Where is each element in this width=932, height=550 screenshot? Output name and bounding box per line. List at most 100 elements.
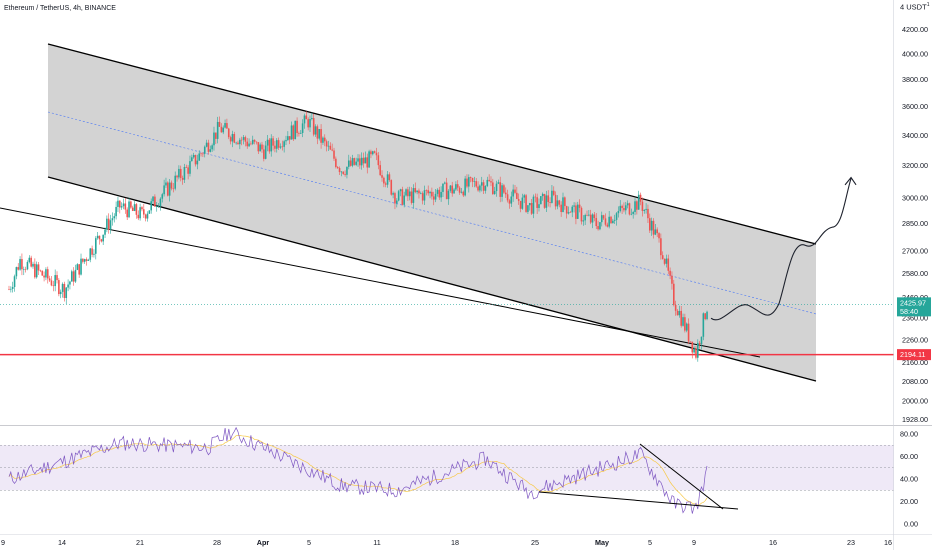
time-tick-label: 23 (847, 538, 855, 547)
candle-body (541, 193, 544, 197)
candle-body (335, 158, 337, 168)
candle-body (383, 177, 385, 184)
candle-body (312, 118, 315, 135)
candle-body (222, 127, 225, 133)
candle-body (695, 348, 697, 358)
candle-body (610, 216, 612, 224)
candle-body (534, 196, 537, 198)
candle-body (377, 155, 380, 166)
candle-body (599, 222, 601, 230)
candle-body (298, 133, 300, 134)
candle-body (445, 182, 448, 200)
candle-body (331, 149, 333, 151)
candle-body (414, 188, 417, 193)
candle-body (150, 201, 152, 211)
candle-body (61, 283, 64, 292)
candle-body (181, 177, 184, 180)
rsi-ma-line (8, 434, 708, 506)
candle-body (504, 192, 507, 195)
candle-body (624, 205, 627, 211)
candle-body (192, 154, 195, 158)
candle-body (157, 206, 160, 207)
candle-body (22, 269, 25, 270)
price-tick-label: 2260.00 (902, 335, 928, 344)
candle-body (83, 259, 86, 262)
candle-body (595, 218, 598, 227)
candle-body (458, 187, 461, 193)
candle-body (444, 182, 446, 184)
candle-body (314, 126, 317, 135)
candle-body (552, 190, 555, 195)
candle-body (54, 275, 56, 287)
candle-body (292, 125, 295, 140)
candle-body (669, 270, 671, 276)
candle-body (89, 248, 92, 260)
candle-body (359, 158, 361, 166)
candle-body (641, 201, 644, 211)
candle-body (477, 186, 479, 191)
candle-body (545, 195, 548, 208)
candle-body (305, 115, 308, 120)
candle-body (11, 287, 14, 289)
last-price-label: 2425.97 (900, 298, 926, 307)
currency-prefix: 4 (900, 2, 905, 12)
candle-body (405, 189, 407, 196)
chart-title: Ethereum / TetherUS, 4h, BINANCE (4, 5, 116, 12)
candle-body (346, 166, 348, 175)
candle-body (394, 193, 396, 204)
candle-body (19, 259, 21, 270)
candle-body (536, 197, 538, 208)
rsi-pane[interactable] (0, 426, 894, 514)
candle-body (329, 145, 332, 150)
candle-body (296, 120, 298, 134)
candle-body (375, 152, 378, 156)
price-pane[interactable] (0, 43, 894, 382)
candle-body (645, 208, 647, 210)
candle-body (619, 205, 622, 211)
candle-body (379, 165, 381, 176)
candle-body (113, 216, 116, 219)
time-tick-label: 9 (1, 538, 5, 547)
candle-body (203, 146, 206, 154)
candle-body (261, 144, 263, 150)
price-tick-label: 2850.00 (902, 219, 928, 228)
candle-body (8, 289, 10, 290)
candle-body (510, 196, 513, 204)
candle-body (39, 270, 42, 272)
projected-arrowhead (844, 176, 857, 186)
candle-body (85, 259, 88, 261)
candle-body (355, 161, 357, 165)
time-tick-label: 16 (884, 538, 892, 547)
candle-body (451, 185, 453, 194)
candle-body (527, 205, 529, 212)
candle-body (274, 145, 276, 149)
candle-body (194, 154, 197, 165)
candle-body (495, 183, 498, 192)
candle-body (322, 137, 324, 143)
candle-body (246, 141, 249, 147)
candle-body (528, 203, 531, 206)
candle-body (647, 208, 649, 219)
candle-body (558, 200, 561, 205)
candle-body (37, 264, 40, 271)
candle-body (438, 189, 441, 198)
candle-body (366, 157, 369, 168)
candle-body (593, 214, 596, 219)
currency: USDT (906, 2, 927, 12)
candle-body (250, 143, 252, 145)
candle-body (471, 177, 474, 182)
candle-body (220, 126, 223, 133)
candle-body (347, 160, 350, 167)
candle-body (307, 119, 309, 128)
candle-body (416, 190, 418, 193)
candle-body (172, 188, 175, 190)
channel-upper-line (47, 43, 817, 245)
candle-body (490, 181, 492, 183)
price-tick-label: 3600.00 (902, 102, 928, 111)
candle-body (586, 215, 588, 216)
time-tick-label: 28 (213, 538, 221, 547)
candle-body (580, 207, 583, 222)
candle-body (689, 341, 692, 343)
time-tick-label: 11 (373, 538, 380, 547)
